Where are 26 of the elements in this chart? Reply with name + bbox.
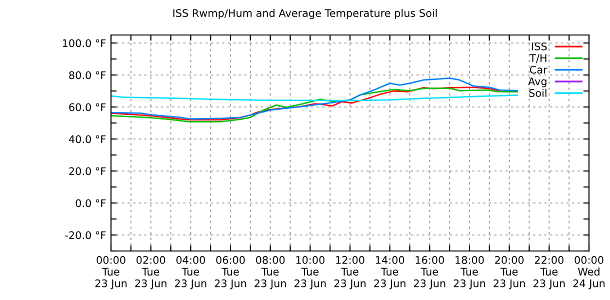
legend-label: Soil: [529, 88, 546, 97]
y-tick-label: 40.0 °F: [68, 135, 106, 144]
x-tick-label: 18:00 Tue 23 Jun: [454, 256, 486, 290]
y-tick-label: 80.0 °F: [69, 71, 106, 80]
legend-label: T/H: [530, 54, 546, 63]
x-tick-label: 14:00 Tue 23 Jun: [374, 256, 406, 290]
y-tick-label: 100.0 °F: [62, 39, 106, 48]
x-tick-label: 22:00 Tue 23 Jun: [534, 256, 565, 290]
x-tick-label: 02:00 Tue 23 Jun: [135, 256, 166, 290]
x-tick-label: 00:00 Wed 24 Jun: [573, 256, 605, 290]
chart-title: ISS Rwmp/Hum and Average Temperature plus Soil: [173, 8, 437, 20]
legend-label: Avg: [528, 78, 546, 88]
x-tick-label: 12:00 Tue 23 Jun: [334, 256, 366, 290]
x-tick-label: 16:00 Tue 23 Jun: [414, 256, 446, 290]
y-tick-label: -20.0 °F: [65, 231, 106, 240]
x-tick-label: 20:00 Tue 23 Jun: [494, 256, 525, 290]
x-tick-label: 08:00 Tue 23 Jun: [254, 256, 286, 290]
x-tick-label: 00:00 Tue 23 Jun: [95, 256, 127, 290]
x-tick-label: 04:00 Tue 23 Jun: [175, 256, 206, 290]
x-tick-label: 10:00 Tue 23 Jun: [294, 256, 326, 290]
y-tick-label: 60.0 °F: [69, 103, 106, 112]
legend-label: ISS: [532, 42, 547, 50]
y-tick-label: 0.0 °F: [76, 199, 106, 208]
y-tick-label: 20.0 °F: [69, 167, 106, 176]
x-tick-label: 06:00 Tue 23 Jun: [214, 256, 246, 290]
legend-label: Car: [530, 66, 548, 74]
